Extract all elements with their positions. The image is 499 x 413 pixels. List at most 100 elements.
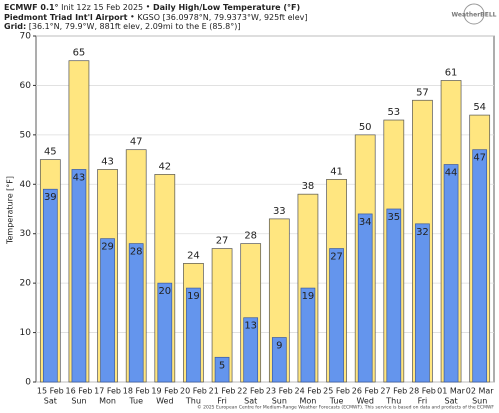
station: Piedmont Triad Int'l Airport — [4, 13, 128, 22]
grid-label: Grid: — [4, 22, 26, 31]
low-bar — [186, 287, 201, 383]
high-label: 57 — [416, 87, 429, 98]
low-bar — [157, 282, 173, 383]
low-bar — [300, 287, 316, 383]
low-label: 29 — [101, 242, 114, 253]
x-tick-weekday: Wed — [156, 397, 173, 406]
x-tick-weekday: Fri — [418, 397, 428, 406]
low-label: 27 — [330, 252, 343, 263]
low-label: 20 — [158, 286, 171, 297]
low-label: 35 — [387, 212, 400, 223]
low-label: 47 — [473, 153, 486, 164]
x-tick-weekday: Sun — [71, 397, 86, 406]
header-line: Piedmont Triad Int'l Airport • KGSO [36.… — [4, 13, 308, 22]
x-tick-label: 28 Feb — [409, 387, 436, 396]
x-tick-weekday: Sun — [472, 397, 487, 406]
y-tick-label: 0 — [25, 378, 31, 388]
x-tick-label: 01 Mar — [437, 387, 466, 396]
high-label: 33 — [273, 206, 286, 217]
x-tick-label: 21 Feb — [209, 387, 236, 396]
x-tick-weekday: Tue — [329, 397, 344, 406]
x-tick-label: 17 Feb — [94, 387, 121, 396]
x-tick-label: 18 Feb — [123, 387, 150, 396]
low-label: 28 — [130, 247, 143, 258]
x-tick-label: 26 Feb — [352, 387, 379, 396]
high-label: 45 — [44, 147, 57, 158]
x-tick-label: 25 Feb — [323, 387, 350, 396]
x-tick-label: 19 Feb — [151, 387, 178, 396]
x-tick-weekday: Wed — [356, 397, 373, 406]
low-bar — [214, 356, 230, 383]
high-label: 28 — [244, 231, 257, 242]
x-tick-label: 16 Feb — [65, 387, 92, 396]
y-tick-label: 20 — [20, 279, 32, 289]
y-tick-label: 50 — [20, 130, 32, 140]
low-bar — [42, 188, 58, 383]
x-tick-weekday: Mon — [99, 397, 116, 406]
low-bar — [329, 248, 344, 383]
y-tick-label: 10 — [20, 328, 32, 338]
x-tick-weekday: Sat — [244, 397, 257, 406]
header-line: Grid: [36.1°N, 79.9°W, 881ft elev, 2.09m… — [4, 22, 240, 31]
station-info: KGSO [36.0978°N, 79.9373°W, 925ft elev] — [137, 13, 307, 22]
low-label: 34 — [359, 217, 372, 228]
high-label: 42 — [158, 161, 171, 172]
high-label: 65 — [73, 48, 86, 59]
low-bar — [472, 149, 488, 383]
y-tick-label: 30 — [20, 229, 32, 239]
low-bar — [71, 169, 87, 383]
low-label: 39 — [44, 192, 57, 203]
logo: WeatherBELL — [451, 12, 496, 19]
x-tick-weekday: Sat — [445, 397, 458, 406]
y-tick-label: 60 — [20, 81, 32, 91]
low-label: 32 — [416, 227, 429, 238]
high-label: 50 — [359, 122, 372, 133]
high-label: 61 — [445, 67, 458, 78]
high-label: 41 — [330, 166, 343, 177]
high-label: 24 — [187, 250, 200, 261]
low-label: 13 — [244, 321, 257, 332]
x-tick-weekday: Thu — [385, 397, 401, 406]
low-label: 9 — [276, 341, 282, 352]
high-label: 43 — [101, 156, 114, 167]
low-bar — [443, 164, 459, 383]
x-tick-weekday: Fri — [217, 397, 227, 406]
y-tick-label: 70 — [20, 32, 32, 42]
high-label: 38 — [302, 181, 315, 192]
x-tick-label: 24 Feb — [294, 387, 321, 396]
low-bar — [357, 213, 373, 383]
high-label: 47 — [130, 137, 143, 148]
low-bar — [243, 317, 259, 383]
x-tick-label: 22 Feb — [237, 387, 264, 396]
low-label: 43 — [73, 172, 86, 183]
low-label: 5 — [219, 360, 225, 371]
y-tick-label: 40 — [20, 180, 32, 190]
x-tick-weekday: Tue — [128, 397, 143, 406]
high-label: 54 — [473, 102, 486, 113]
low-label: 44 — [445, 168, 458, 179]
model: ECMWF 0.1° — [4, 3, 59, 12]
high-label: 27 — [216, 236, 229, 247]
low-bar — [271, 337, 287, 383]
x-tick-weekday: Mon — [300, 397, 317, 406]
init: Init 12z 15 Feb 2025 — [61, 3, 143, 12]
low-label: 19 — [187, 291, 200, 302]
x-tick-weekday: Thu — [185, 397, 201, 406]
high-label: 53 — [387, 107, 400, 118]
logo-ring — [463, 3, 485, 25]
low-bar — [386, 208, 402, 383]
x-tick-weekday: Sat — [44, 397, 57, 406]
y-axis-label: Temperature [°F] — [6, 176, 15, 245]
x-tick-label: 20 Feb — [180, 387, 207, 396]
product: Daily High/Low Temperature (°F) — [153, 3, 300, 12]
header-line: ECMWF 0.1° Init 12z 15 Feb 2025 • Daily … — [4, 3, 300, 12]
x-tick-label: 23 Feb — [266, 387, 293, 396]
footer: © 2025 European Centre for Medium-Range … — [197, 404, 494, 411]
low-bar — [100, 238, 115, 383]
x-tick-label: 27 Feb — [380, 387, 407, 396]
low-bar — [415, 223, 430, 383]
low-label: 19 — [302, 291, 315, 302]
low-bar — [128, 243, 144, 383]
grid-info: [36.1°N, 79.9°W, 881ft elev, 2.09mi to t… — [29, 22, 241, 31]
